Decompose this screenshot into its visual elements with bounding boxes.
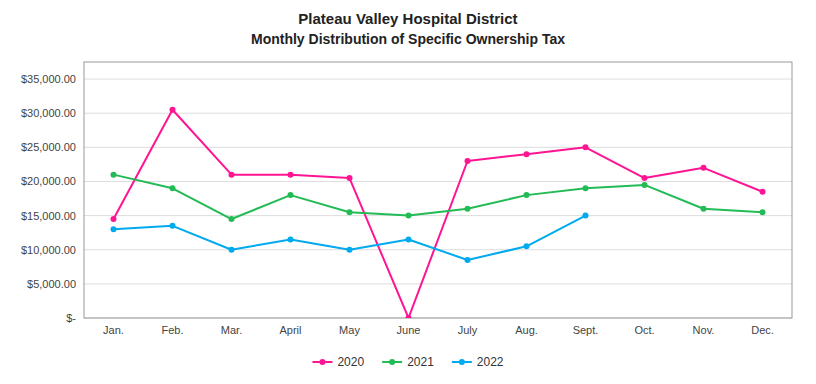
point (760, 189, 766, 195)
plot-frame (84, 62, 792, 318)
x-tick-label: Jan. (103, 324, 124, 336)
point (406, 315, 412, 318)
point (465, 206, 471, 212)
plot-data (111, 107, 766, 318)
x-tick-label: Oct. (634, 324, 654, 336)
point (406, 213, 412, 219)
y-tick-label: $- (66, 312, 76, 324)
point (170, 107, 176, 113)
point (170, 223, 176, 229)
point (701, 165, 707, 171)
point (229, 216, 235, 222)
y-axis: $- $5,000.00 $10,000.00 $15,000.00 $20,000.0… (21, 73, 76, 324)
legend-item: 2022 (452, 355, 504, 369)
y-tick-label: $15,000.00 (21, 210, 76, 222)
series-line (114, 216, 586, 260)
point (642, 182, 648, 188)
point (642, 175, 648, 181)
y-tick-label: $25,000.00 (21, 141, 76, 153)
series-line (114, 110, 763, 318)
series (111, 213, 589, 263)
series (111, 172, 766, 222)
point (701, 206, 707, 212)
x-tick-label: May (339, 324, 360, 336)
x-tick-label: Mar. (221, 324, 242, 336)
legend-item: 2021 (382, 355, 434, 369)
x-tick-label: Sept. (573, 324, 599, 336)
x-tick-label: April (279, 324, 301, 336)
x-tick-label: July (458, 324, 478, 336)
legend-marker (319, 359, 325, 365)
point (406, 236, 412, 242)
point (111, 216, 117, 222)
grid-line (84, 147, 792, 148)
point (347, 175, 353, 181)
x-tick-label: Aug. (515, 324, 538, 336)
x-tick-label: Nov. (693, 324, 715, 336)
legend-marker (459, 359, 465, 365)
x-tick-label: Dec. (751, 324, 774, 336)
point (524, 151, 530, 157)
point (347, 209, 353, 215)
legend-label: 2020 (337, 355, 364, 369)
series (111, 107, 766, 318)
grid-line (84, 181, 792, 182)
point (583, 213, 589, 219)
y-tick-label: $5,000.00 (27, 278, 76, 290)
point (111, 226, 117, 232)
grid-line (84, 113, 792, 114)
grid (84, 79, 792, 318)
legend-item: 2020 (312, 355, 364, 369)
point (288, 172, 294, 178)
point (347, 247, 353, 253)
grid-line (84, 215, 792, 216)
x-axis: Jan. Feb. Mar. April May June July Aug. Sept. Oct… (103, 324, 774, 336)
y-tick-label: $10,000.00 (21, 244, 76, 256)
point (229, 172, 235, 178)
x-tick-label: Feb. (161, 324, 183, 336)
point (288, 192, 294, 198)
point (111, 172, 117, 178)
y-tick-label: $35,000.00 (21, 73, 76, 85)
legend-marker (389, 359, 395, 365)
point (524, 243, 530, 249)
point (583, 144, 589, 150)
legend-label: 2021 (407, 355, 434, 369)
point (524, 192, 530, 198)
grid-line (84, 283, 792, 284)
point (288, 236, 294, 242)
point (760, 209, 766, 215)
subtitle: Monthly Distribution of Specific Ownersh… (251, 31, 565, 47)
y-tick-label: $30,000.00 (21, 107, 76, 119)
chart: Plateau Valley Hospital District Monthly … (0, 0, 816, 384)
y-tick-label: $20,000.00 (21, 175, 76, 187)
point (170, 185, 176, 191)
title: Plateau Valley Hospital District (298, 10, 517, 27)
point (465, 257, 471, 263)
x-tick-label: June (397, 324, 421, 336)
series-line (114, 175, 763, 219)
point (583, 185, 589, 191)
legend-label: 2022 (477, 355, 504, 369)
legend: 2020 2021 2022 (312, 355, 503, 369)
grid-line (84, 79, 792, 80)
point (465, 158, 471, 164)
point (229, 247, 235, 253)
